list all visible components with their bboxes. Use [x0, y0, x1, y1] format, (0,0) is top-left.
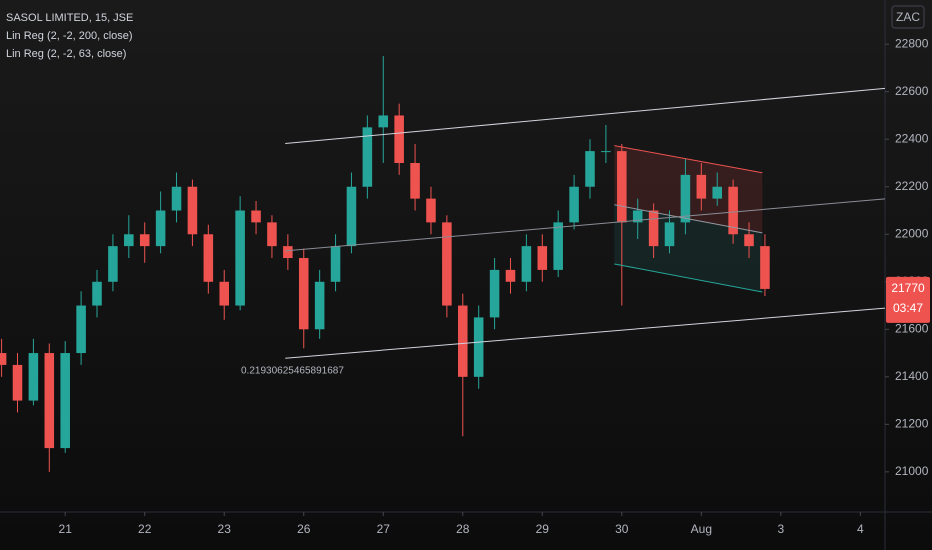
y-tick-label: 21000	[895, 464, 929, 478]
candle-body	[124, 234, 134, 247]
candle-body	[139, 234, 150, 247]
candle-body	[744, 234, 754, 247]
x-tick-label: 23	[218, 522, 232, 536]
candle-body	[664, 222, 675, 247]
countdown: 03:47	[893, 301, 923, 315]
candle-body	[362, 127, 373, 187]
y-tick-label: 21200	[895, 417, 929, 431]
currency-box[interactable]	[891, 5, 925, 29]
candle-body	[235, 210, 245, 306]
candle-body	[632, 210, 643, 223]
candle-body	[76, 305, 86, 354]
y-tick-label: 22000	[895, 226, 929, 240]
x-tick-label: 27	[377, 522, 391, 536]
candle-body	[251, 210, 261, 223]
candle-body	[155, 210, 166, 247]
y-tick-label: 21400	[895, 369, 929, 383]
candle-body	[346, 186, 357, 247]
candle-body	[585, 151, 595, 187]
y-tick-label: 22400	[895, 131, 929, 145]
candle-body	[473, 317, 484, 377]
candle-body	[0, 353, 7, 365]
candle-body	[505, 269, 516, 282]
currency[interactable]: ZAC	[896, 10, 920, 24]
candle-body	[28, 353, 39, 401]
candle-body	[553, 222, 563, 270]
x-tick-label: Aug	[691, 522, 712, 536]
candle-body	[680, 174, 691, 223]
candle-body	[108, 246, 118, 282]
candle-body	[203, 234, 214, 282]
x-tick-label: 22	[138, 522, 152, 536]
candle-body	[521, 246, 532, 282]
x-tick-label: 26	[297, 522, 311, 536]
regression-line	[614, 263, 763, 293]
candle-body	[219, 281, 230, 306]
regression-line	[614, 145, 763, 174]
indicator-label[interactable]: Lin Reg (2, -2, 63, close)	[6, 48, 126, 60]
candle-body	[187, 186, 198, 235]
candle-body	[171, 186, 182, 211]
x-tick-label: 28	[456, 522, 470, 536]
regression-line	[614, 204, 763, 234]
x-tick-label: 3	[777, 522, 784, 536]
y-tick-label: 22600	[895, 84, 929, 98]
candle-body	[60, 353, 70, 449]
regression-line	[285, 307, 886, 359]
last-price-box	[886, 276, 930, 323]
candle-body	[12, 364, 23, 401]
last-price: 21770	[891, 281, 925, 295]
candle-body	[314, 281, 325, 330]
candle-body	[267, 222, 277, 247]
x-tick-label: 29	[536, 522, 550, 536]
regression-line	[285, 198, 886, 252]
symbol-title: SASOL LIMITED, 15, JSE	[6, 12, 133, 24]
candle-body	[298, 258, 309, 330]
annotation: 0.21930625465891687	[241, 366, 344, 377]
y-tick-label: 22800	[895, 36, 929, 50]
candle-body	[283, 246, 293, 259]
candle-body	[378, 115, 389, 128]
candle-body	[426, 198, 436, 223]
y-tick-label: 22200	[895, 179, 929, 193]
x-tick-label: 4	[857, 522, 864, 536]
candle-body	[712, 186, 722, 199]
candle-body	[410, 162, 420, 199]
regression-line	[285, 87, 886, 145]
x-tick-label: 30	[615, 522, 629, 536]
candle-body	[617, 151, 627, 223]
candle-body	[442, 222, 452, 306]
candle-body	[728, 186, 738, 235]
candle-body	[648, 210, 659, 247]
x-tick-label: 21	[59, 522, 73, 536]
candle-body	[760, 246, 770, 289]
y-tick-label: 21600	[895, 321, 929, 335]
candle-body	[458, 305, 468, 377]
candle-body	[330, 246, 341, 282]
candle-body	[44, 353, 55, 449]
candle-body	[601, 151, 611, 153]
candle-body	[92, 281, 102, 306]
candle-body	[489, 269, 500, 318]
candle-body	[569, 186, 579, 223]
candle-body	[696, 174, 707, 199]
candle-body	[537, 246, 548, 270]
candle-body	[394, 115, 404, 163]
indicator-label[interactable]: Lin Reg (2, -2, 200, close)	[6, 30, 133, 42]
